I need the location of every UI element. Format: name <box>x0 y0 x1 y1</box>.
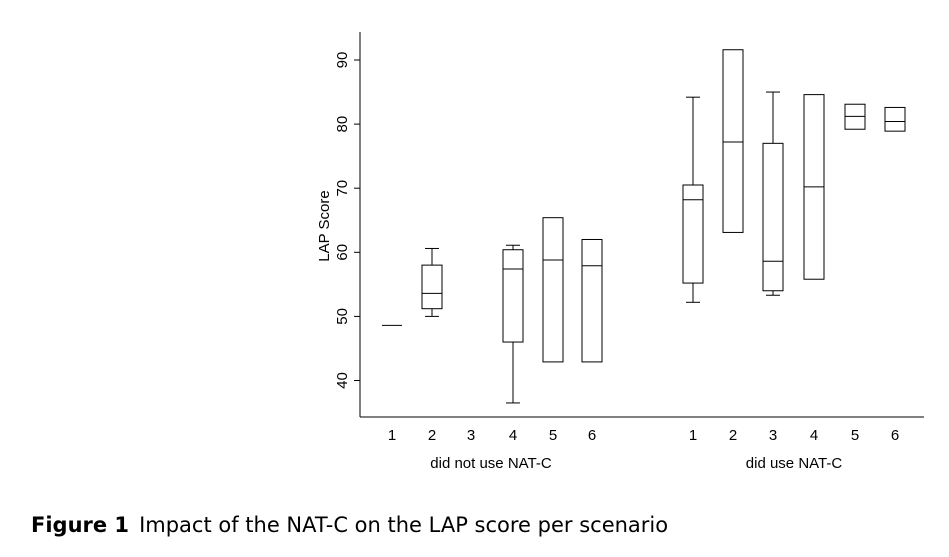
y-tick-label: 40 <box>334 372 351 389</box>
box-body <box>682 184 704 284</box>
y-tick-label: 60 <box>334 244 351 261</box>
box-no-natc-6 <box>581 238 603 363</box>
x-tick-label: 4 <box>509 427 517 444</box>
group-label: did use NAT-C <box>746 455 843 472</box>
x-tick-label: 2 <box>428 427 436 444</box>
box-no-natc-5 <box>542 217 564 363</box>
y-tick-label: 90 <box>334 52 351 69</box>
box-natc-6 <box>884 106 906 132</box>
figure-caption-text: Impact of the NAT-C on the LAP score per… <box>139 513 669 537</box>
box-natc-2 <box>722 49 744 233</box>
figure-caption-label: Figure 1 <box>31 513 130 537</box>
box-body <box>542 217 564 363</box>
box-body <box>502 249 524 343</box>
y-axis-label: LAP Score <box>316 190 333 261</box>
box-no-natc-2 <box>421 247 443 317</box>
box-body <box>762 142 784 292</box>
box-body <box>722 49 744 233</box>
x-tick-label: 6 <box>891 427 899 444</box>
box-body <box>421 264 443 310</box>
box-natc-4 <box>803 94 825 280</box>
y-tick-label: 50 <box>334 308 351 325</box>
x-tick-label: 2 <box>729 427 737 444</box>
box-body <box>581 238 603 363</box>
x-tick-label: 3 <box>769 427 777 444</box>
box-body <box>884 106 906 132</box>
box-natc-1 <box>682 96 704 303</box>
figure-caption: Figure 1 Impact of the NAT-C on the LAP s… <box>31 513 668 537</box>
y-tick-label: 70 <box>334 180 351 197</box>
x-tick-label: 5 <box>851 427 859 444</box>
box-natc-5 <box>844 103 866 130</box>
box-natc-3 <box>762 91 784 296</box>
group-label: did not use NAT-C <box>430 455 552 472</box>
x-tick-label: 4 <box>810 427 818 444</box>
x-tick-label: 6 <box>588 427 596 444</box>
x-tick-label: 3 <box>467 427 475 444</box>
x-tick-label: 1 <box>689 427 697 444</box>
box-no-natc-4 <box>502 244 524 404</box>
y-tick-label: 80 <box>334 116 351 133</box>
x-tick-label: 1 <box>388 427 396 444</box>
x-tick-label: 5 <box>549 427 557 444</box>
